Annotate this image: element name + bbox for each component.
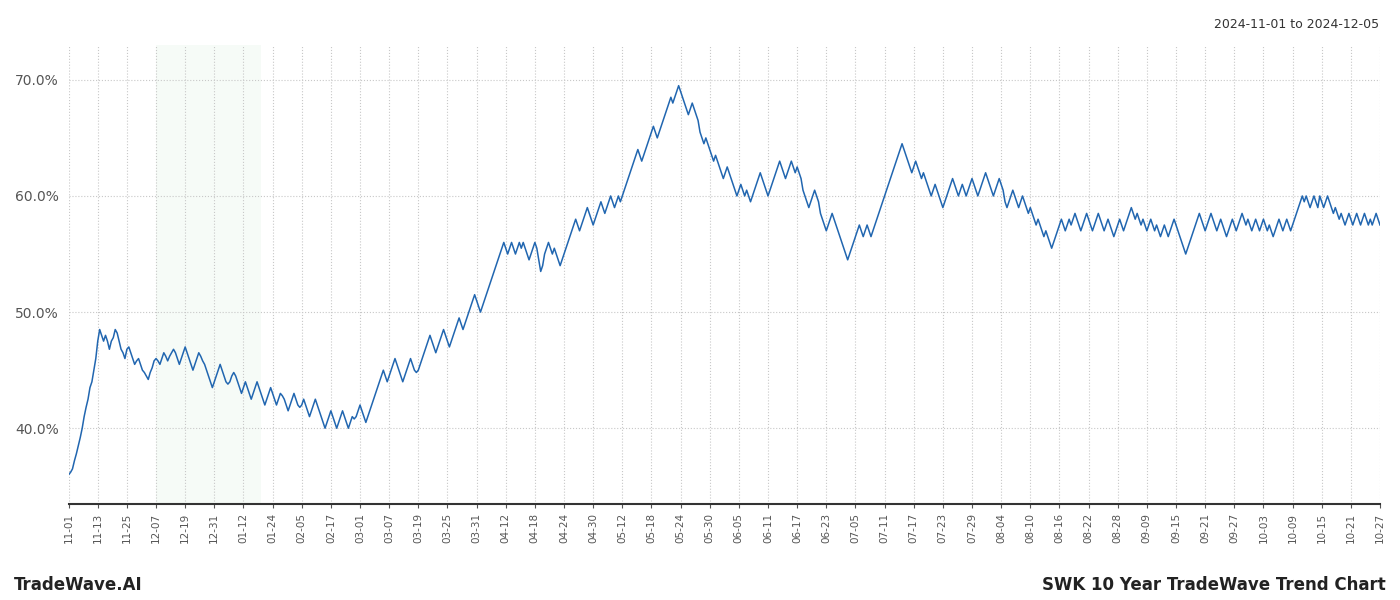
Text: TradeWave.AI: TradeWave.AI (14, 576, 143, 594)
Text: SWK 10 Year TradeWave Trend Chart: SWK 10 Year TradeWave Trend Chart (1042, 576, 1386, 594)
Bar (155, 45, 260, 504)
Text: 2024-11-01 to 2024-12-05: 2024-11-01 to 2024-12-05 (1214, 18, 1379, 31)
